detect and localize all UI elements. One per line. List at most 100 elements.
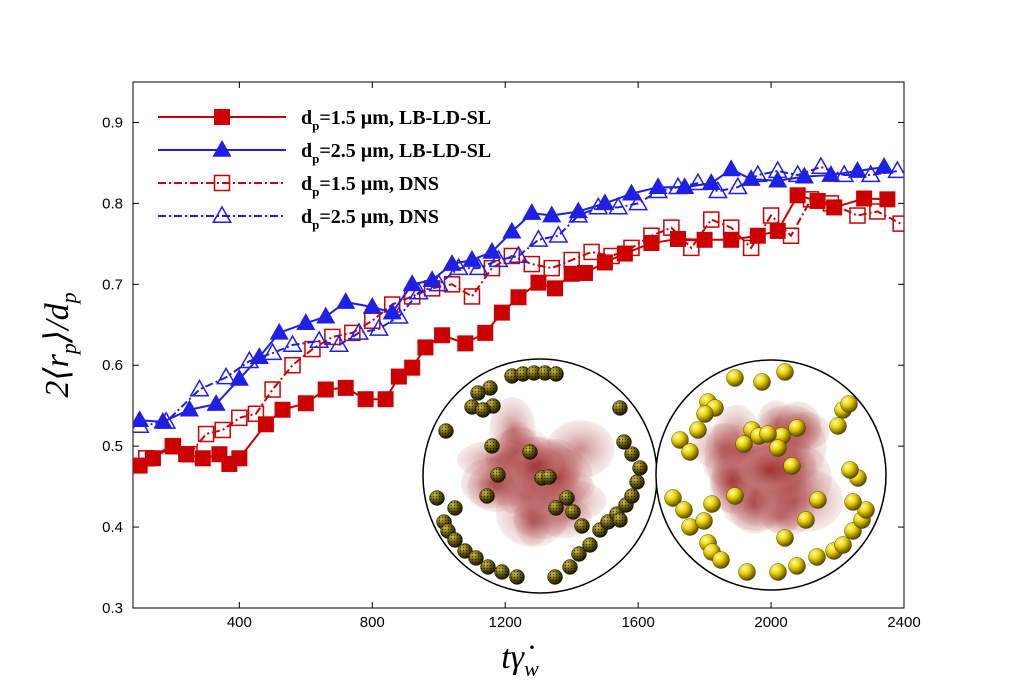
data-point — [482, 241, 502, 259]
data-point — [542, 205, 562, 223]
legend-label: dp=1.5 µm, LB-LD-SL — [301, 107, 491, 133]
data-point — [417, 339, 434, 356]
particle-texture — [482, 380, 498, 396]
particle-texture — [468, 550, 484, 566]
data-point — [247, 405, 265, 423]
particle-texture — [612, 400, 628, 416]
data-point — [648, 177, 668, 194]
data-point — [133, 457, 148, 474]
particle-texture — [629, 474, 645, 490]
inset-cross-section-2.5um — [655, 359, 887, 591]
data-point — [856, 190, 873, 207]
data-point — [741, 169, 761, 186]
legend-label: dp=2.5 µm, DNS — [301, 206, 439, 232]
particle-texture — [574, 518, 590, 534]
particle-texture — [571, 546, 587, 562]
particle-texture — [612, 512, 628, 528]
data-point — [462, 250, 482, 267]
particle — [664, 489, 682, 507]
particle — [759, 425, 777, 443]
data-point — [231, 409, 248, 427]
particle — [769, 439, 787, 457]
data-point — [404, 359, 421, 376]
data-point — [621, 183, 642, 201]
data-point — [510, 289, 527, 306]
data-point — [530, 274, 547, 291]
data-point — [874, 156, 894, 174]
legend-marker — [212, 205, 232, 224]
x-tick-label: 2400 — [887, 614, 920, 631]
data-point — [879, 191, 896, 208]
particle-texture — [547, 569, 563, 585]
data-point — [262, 342, 283, 361]
particle — [808, 548, 826, 566]
y-tick-label: 0.9 — [102, 114, 123, 131]
data-point — [164, 438, 181, 455]
data-point — [316, 306, 336, 324]
inset-cross-section-1.5um — [422, 358, 658, 594]
data-point — [269, 322, 289, 340]
data-point — [563, 251, 580, 269]
data-point — [576, 264, 593, 281]
particle-texture — [565, 504, 581, 520]
data-point — [794, 166, 814, 184]
legend-entry: dp=1.5 µm, DNS — [158, 173, 439, 199]
y-tick-label: 0.3 — [102, 600, 123, 617]
data-point — [457, 335, 474, 352]
particle-texture — [522, 444, 538, 460]
data-point — [887, 160, 904, 179]
particle — [726, 369, 744, 387]
x-tick-label: 1600 — [621, 614, 654, 631]
x-tick-label: 800 — [360, 614, 385, 631]
x-tick-label: 2000 — [754, 614, 787, 631]
data-point — [274, 401, 291, 418]
data-point — [297, 395, 314, 412]
data-point — [596, 254, 613, 271]
series-line — [145, 198, 902, 460]
data-point — [789, 187, 806, 204]
particle — [776, 363, 794, 381]
legend-entry: dp=2.5 µm, DNS — [158, 205, 439, 232]
data-point — [892, 215, 904, 232]
particle — [753, 373, 771, 391]
data-point — [769, 222, 786, 239]
particle — [703, 495, 721, 513]
data-point — [231, 450, 248, 467]
particle-texture — [515, 366, 531, 382]
data-point — [257, 416, 274, 433]
particle-texture — [429, 490, 445, 506]
data-point — [616, 245, 633, 262]
legend-entry: dp=2.5 µm, LB-LD-SL — [158, 139, 491, 166]
data-point — [522, 203, 542, 220]
particle-texture — [447, 500, 463, 516]
particle — [769, 563, 787, 581]
data-point — [214, 421, 231, 439]
particle — [797, 511, 815, 529]
particle-texture — [457, 543, 473, 559]
plot-frame — [132, 81, 905, 609]
particle-texture — [548, 366, 564, 382]
particle-texture — [484, 438, 500, 454]
data-point — [749, 227, 766, 244]
data-point — [723, 231, 740, 248]
data-point — [344, 324, 361, 342]
y-tick-label: 0.4 — [102, 519, 123, 536]
data-point — [608, 196, 629, 215]
particle — [675, 501, 693, 519]
particle — [857, 501, 875, 519]
particle — [738, 563, 756, 581]
data-point — [296, 313, 316, 330]
data-point — [377, 391, 394, 408]
data-point — [809, 192, 826, 209]
particle-texture — [470, 385, 486, 401]
particle-texture — [475, 402, 491, 418]
data-point — [357, 391, 374, 408]
data-point — [703, 211, 720, 228]
particle — [788, 419, 806, 437]
y-tick-label: 0.7 — [102, 276, 123, 293]
particle-texture — [582, 537, 598, 553]
particle — [809, 491, 827, 509]
data-point — [810, 156, 831, 175]
data-point — [543, 259, 560, 277]
data-point — [701, 173, 721, 190]
